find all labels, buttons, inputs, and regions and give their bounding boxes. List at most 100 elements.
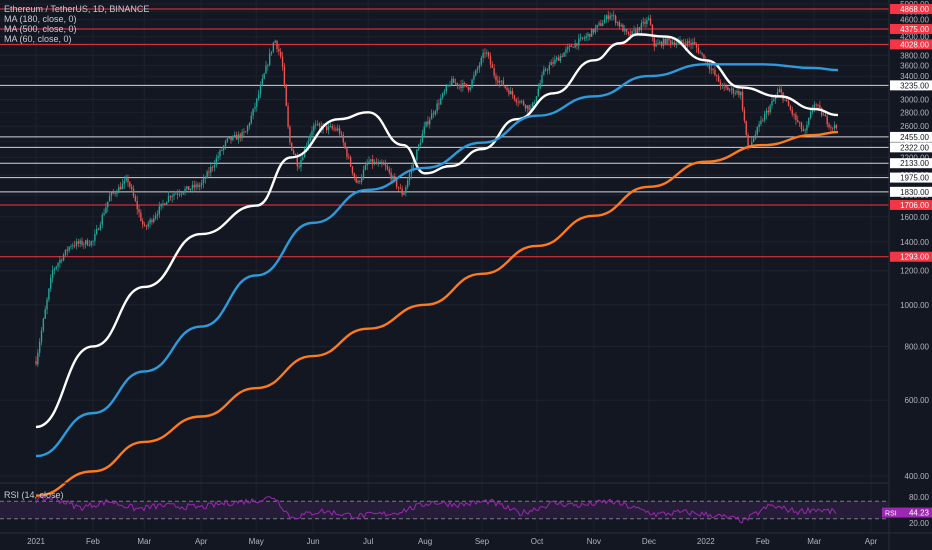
candle-body [342,134,344,143]
candle-body [524,105,527,109]
candle-body [648,18,650,20]
candle-body [743,109,746,121]
candle-body [237,134,240,140]
candle-body [813,104,816,110]
price-tick-label: 1400.00 [900,238,929,247]
candle-body [686,41,689,46]
candle-body [392,176,394,180]
candle-body [381,161,383,164]
price-axis-background [889,0,932,550]
candle-body [578,38,580,46]
candle-body [418,144,420,150]
candle-body [745,120,747,135]
candle-body [795,114,797,120]
candle-body [50,277,52,289]
candle-body [88,245,91,246]
candle-body [521,101,523,102]
candle-body [441,93,444,99]
candle-body [464,82,466,84]
candle-body [64,249,67,255]
candle-body [682,42,685,44]
candle-body [522,101,525,106]
candle-body [554,59,556,64]
candle-body [248,123,251,127]
candle-body [68,246,70,251]
candle-body [690,42,692,45]
candle-body [543,69,545,75]
candle-body [386,166,389,170]
candle-body [776,92,779,96]
candle-body [817,104,819,106]
time-tick-label: Jul [363,537,373,546]
candle-body [533,101,536,103]
candle-body [822,114,825,116]
candle-body [657,43,659,44]
candle-body [758,124,760,128]
candle-body [427,121,429,125]
candle-body [230,137,232,141]
candle-body [646,19,648,24]
candle-body [517,101,519,103]
candle-body [245,131,247,133]
price-tick-label: 4200.00 [900,33,929,42]
candle-body [430,113,433,120]
candle-body [655,43,657,47]
candle-body [153,218,155,222]
candle-body [695,44,698,48]
candle-body [570,45,573,47]
candle-body [257,94,260,99]
candle-body [278,49,280,52]
candle-body [169,196,172,198]
candle-body [699,52,701,54]
candle-body [622,24,624,32]
candle-body [338,128,341,134]
candle-body [280,51,282,57]
candle-body [283,66,286,85]
candle-body [675,42,678,45]
candle-body [59,259,61,264]
time-tick-label: Aug [418,537,432,546]
candle-body [712,68,714,70]
symbol-title: Ethereum / TetherUS, 1D, BINANCE [4,4,150,14]
rsi-label: RSI (14, close) [4,490,64,500]
candle-body [585,36,587,39]
candle-body [482,52,484,58]
candle-body [741,91,744,110]
candle-body [828,124,830,128]
candle-body [217,156,219,159]
candle-body [344,142,346,149]
level-tag [890,186,932,197]
ma-500-line [35,130,838,497]
candle-body [706,59,709,66]
candle-body [504,86,506,88]
candle-body [130,186,133,190]
candle-body [211,166,214,168]
candle-body [567,47,569,50]
price-tick-label: 2800.00 [900,108,929,117]
candle-body [436,103,438,112]
candle-body [390,172,392,180]
candle-body [121,183,124,190]
candle-body [296,157,298,167]
candle-body [725,86,727,88]
candle-body [484,52,486,54]
candle-body [305,146,308,149]
candle-body [176,193,179,195]
candle-body [213,164,216,168]
time-tick-label: Dec [642,537,656,546]
level-tag-label: 2322.00 [900,143,929,152]
candle-body [627,31,630,34]
candle-body [635,29,637,34]
candle-body [649,18,652,25]
candle-body [92,240,94,242]
candle-body [808,118,810,125]
candle-body [574,43,576,48]
candle-body [326,125,328,131]
candle-body [568,45,571,48]
candle-body [105,207,107,214]
candle-body [804,130,806,132]
candle-body [728,89,731,91]
candle-body [609,15,611,20]
level-tag-label: 1830.00 [900,188,929,197]
